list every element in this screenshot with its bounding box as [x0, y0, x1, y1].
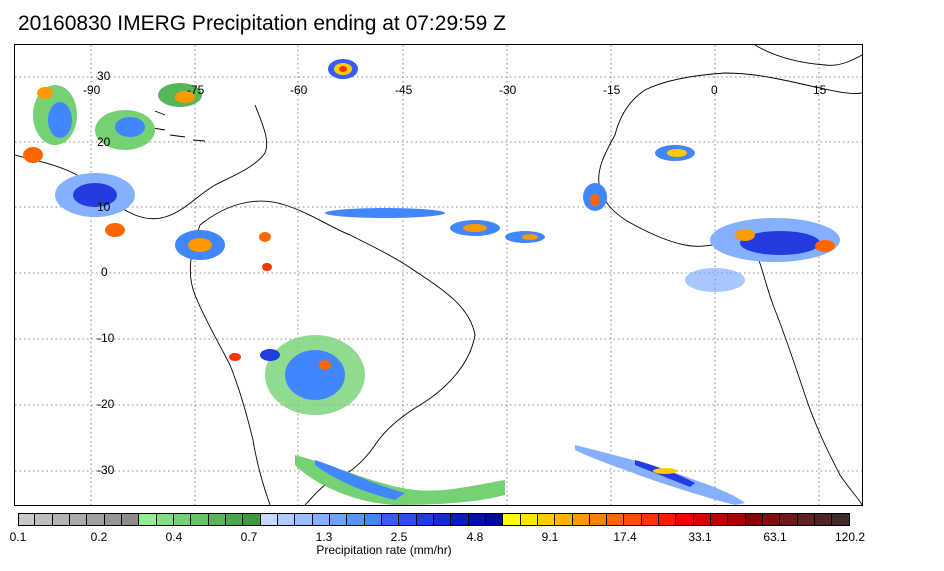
lat-label: 20 — [97, 135, 111, 149]
lon-label: -75 — [187, 83, 205, 97]
colorbar-swatch — [832, 513, 850, 526]
colorbar-tick-label: 1.3 — [315, 530, 333, 544]
colorbar-tick-label: 4.8 — [466, 530, 484, 544]
colorbar-swatch — [52, 513, 70, 526]
precip-band-south-atlantic — [295, 445, 745, 505]
colorbar-swatch — [243, 513, 261, 526]
colorbar-swatch — [208, 513, 226, 526]
colorbar-swatch — [416, 513, 434, 526]
colorbar-tick-label: 9.1 — [541, 530, 559, 544]
lon-label: 0 — [711, 83, 718, 97]
coastline-europe — [754, 45, 862, 66]
colorbar-swatch — [555, 513, 573, 526]
colorbar-swatch — [364, 513, 382, 526]
map-title: 20160830 IMERG Precipitation ending at 0… — [18, 12, 506, 35]
colorbar-swatch — [451, 513, 469, 526]
lon-label: 15 — [813, 83, 827, 97]
colorbar-swatch — [659, 513, 677, 526]
precip-cluster-south-america-interior — [229, 335, 365, 415]
precipitation-map[interactable]: -90 -75 -60 -45 -30 -15 0 15 30 20 10 0 … — [14, 44, 863, 506]
colorbar-tick-label: 0.4 — [165, 530, 183, 544]
colorbar-swatch — [693, 513, 712, 526]
colorbar-swatch — [641, 513, 660, 526]
map-canvas — [15, 45, 862, 505]
colorbar-swatch — [260, 513, 278, 526]
colorbar-swatch — [537, 513, 556, 526]
colorbar-swatch — [295, 513, 313, 526]
colorbar-swatch — [763, 513, 781, 526]
colorbar-swatch — [18, 513, 36, 526]
colorbar-swatch — [139, 513, 157, 526]
lat-label: 10 — [97, 200, 111, 214]
colorbar-swatch — [35, 513, 53, 526]
precipitation-cells — [23, 59, 840, 505]
lat-label: 30 — [97, 69, 111, 83]
colorbar-swatch — [711, 513, 729, 526]
colorbar-swatch — [589, 513, 608, 526]
colorbar-swatch — [485, 513, 504, 526]
colorbar-swatch — [797, 513, 816, 526]
colorbar-swatch — [69, 513, 88, 526]
colorbar-swatch — [624, 513, 642, 526]
colorbar-tick-label: 0.1 — [9, 530, 27, 544]
colorbar-swatch — [156, 513, 174, 526]
precip-cluster-colombia — [175, 230, 272, 271]
precip-band-itcz — [325, 183, 607, 243]
colorbar-swatch — [745, 513, 764, 526]
colorbar-tick-label: 0.7 — [240, 530, 258, 544]
colorbar-swatch — [399, 513, 417, 526]
colorbar-swatch — [468, 513, 486, 526]
precipitation-colorbar — [18, 513, 850, 526]
colorbar-tick-label: 120.2 — [834, 530, 866, 544]
colorbar-swatch — [676, 513, 694, 526]
colorbar-swatch — [87, 513, 105, 526]
colorbar-swatch — [191, 513, 209, 526]
colorbar-tick-label: 0.2 — [90, 530, 108, 544]
colorbar-tick-label: 33.1 — [688, 530, 712, 544]
precip-cluster-west-africa — [655, 145, 840, 292]
lat-label: 0 — [101, 265, 108, 279]
colorbar-tick-label: 17.4 — [613, 530, 637, 544]
lon-label: -30 — [499, 83, 517, 97]
precip-cluster-caribbean — [23, 83, 202, 237]
storm-cell-atlantic-north — [328, 59, 358, 79]
colorbar-swatch — [607, 513, 625, 526]
colorbar-swatch — [277, 513, 296, 526]
gridlines — [15, 45, 862, 505]
colorbar-swatch — [121, 513, 140, 526]
lat-label: -20 — [97, 397, 115, 411]
colorbar-swatch — [104, 513, 122, 526]
lon-label: -90 — [83, 83, 101, 97]
colorbar-swatch — [572, 513, 590, 526]
colorbar-caption: Precipitation rate (mm/hr) — [316, 543, 452, 557]
colorbar-tick-label: 63.1 — [763, 530, 787, 544]
coastline-south-america — [189, 200, 476, 505]
colorbar-swatch — [347, 513, 365, 526]
lon-label: -60 — [290, 83, 308, 97]
colorbar-tick-label: 2.5 — [390, 530, 408, 544]
colorbar-swatch — [329, 513, 348, 526]
colorbar-swatch — [433, 513, 452, 526]
colorbar-swatch — [815, 513, 833, 526]
colorbar-swatch — [173, 513, 192, 526]
lon-label: -15 — [603, 83, 621, 97]
colorbar-swatch — [312, 513, 330, 526]
lon-label: -45 — [395, 83, 413, 97]
lat-label: -10 — [97, 331, 115, 345]
lat-label: -30 — [97, 463, 115, 477]
colorbar-swatch — [503, 513, 521, 526]
colorbar-swatch — [381, 513, 400, 526]
colorbar-swatch — [225, 513, 244, 526]
colorbar-swatch — [520, 513, 538, 526]
colorbar-swatch — [728, 513, 746, 526]
colorbar-swatch — [780, 513, 798, 526]
